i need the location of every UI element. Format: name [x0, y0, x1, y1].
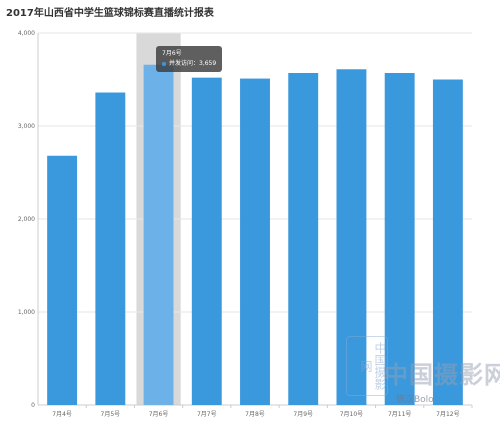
tooltip-header: 7月6号	[162, 50, 182, 57]
x-tick-label: 7月9号	[293, 411, 313, 418]
chart-title: 2017年山西省中学生篮球锦标赛直播统计报表	[6, 8, 214, 19]
bar	[47, 155, 78, 405]
chart-tooltip: 7月6号 并发访问：3,659	[156, 46, 223, 72]
bar	[240, 78, 270, 405]
y-tick-label: 1,000	[18, 309, 35, 316]
tooltip-row: 并发访问：3,659	[162, 59, 216, 69]
x-tick-label: 7月11号	[388, 411, 411, 418]
x-tick-label: 7月12号	[436, 411, 459, 418]
watermark-logo: 中国摄影网	[384, 361, 500, 389]
y-tick-label: 0	[31, 402, 35, 409]
x-tick-label: 7月5号	[101, 411, 121, 418]
bar	[336, 69, 367, 406]
x-tick-label: 7月4号	[52, 411, 72, 418]
bar	[143, 64, 174, 405]
x-tick-label: 7月8号	[245, 411, 265, 418]
bar	[384, 72, 415, 406]
tooltip-series-label: 并发访问：	[169, 60, 200, 67]
y-tick-label: 3,000	[18, 123, 35, 130]
x-tick-label: 7月7号	[197, 411, 217, 418]
x-tick-label: 7月6号	[149, 411, 169, 418]
y-tick-label: 4,000	[18, 30, 35, 37]
watermark-seal: 中国摄影网	[346, 336, 388, 396]
bar	[95, 92, 126, 406]
x-tick-label: 7月10号	[340, 411, 363, 418]
watermark-author: 铁汉Bolo	[396, 395, 434, 405]
y-tick-label: 2,000	[18, 216, 35, 223]
bar	[191, 77, 222, 405]
bar	[288, 72, 319, 406]
tooltip-value: 3,659	[199, 60, 217, 67]
bar	[432, 79, 463, 405]
tooltip-series-dot	[162, 61, 166, 66]
